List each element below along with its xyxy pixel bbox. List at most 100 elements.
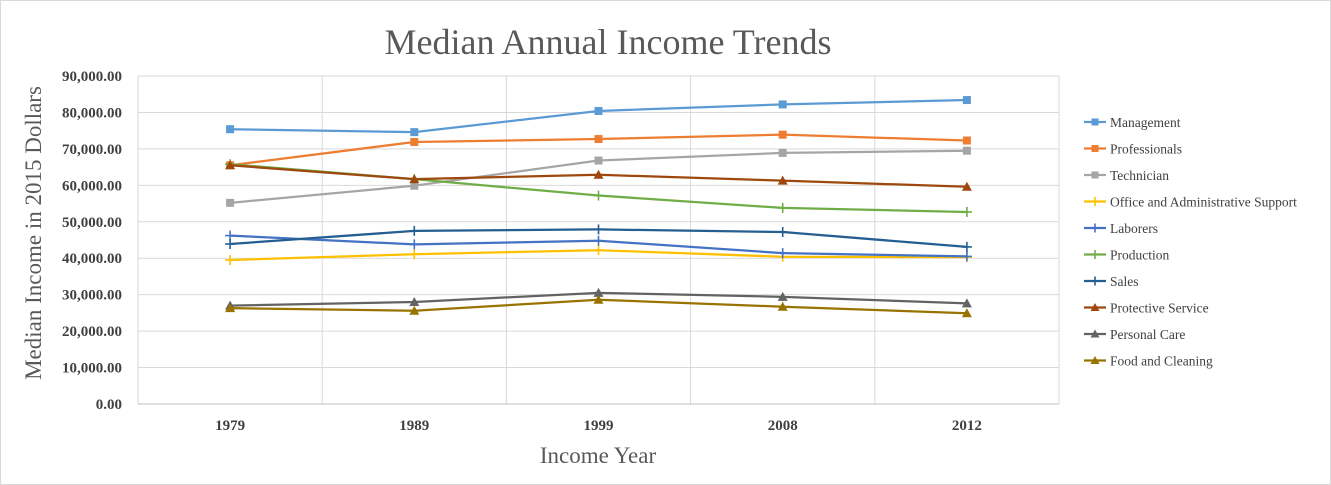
data-point-marker <box>225 230 236 241</box>
data-point-marker <box>777 202 788 213</box>
y-tick-label: 60,000.00 <box>62 178 122 194</box>
data-point-marker <box>778 100 787 109</box>
data-point-marker <box>1091 145 1099 152</box>
data-point-marker <box>961 241 972 252</box>
data-point-marker <box>409 225 420 236</box>
data-point-marker <box>409 239 420 250</box>
data-point-marker <box>1090 303 1100 311</box>
y-tick-label: 20,000.00 <box>62 324 122 340</box>
legend-label: Laborers <box>1110 221 1158 236</box>
legend-label: Management <box>1110 115 1181 130</box>
data-point-marker <box>1090 250 1100 259</box>
series-laborers <box>225 230 972 262</box>
legend-item: Professionals <box>1084 142 1182 157</box>
series-management <box>226 96 971 137</box>
data-point-marker <box>962 146 971 155</box>
x-tick-label: 1989 <box>399 418 429 434</box>
legend-label: Technician <box>1110 168 1169 183</box>
legend-item: Laborers <box>1084 221 1158 236</box>
legend: Management Professionals Technician Office … <box>1084 115 1297 369</box>
data-point-marker <box>777 301 788 311</box>
x-tick-label: 2012 <box>952 418 982 434</box>
y-tick-label: 0.00 <box>96 397 122 413</box>
y-tick-label: 40,000.00 <box>62 251 122 267</box>
data-point-marker <box>594 135 603 144</box>
legend-label: Food and Cleaning <box>1110 354 1213 369</box>
data-point-marker <box>225 160 236 170</box>
data-point-marker <box>409 249 420 260</box>
data-point-marker <box>593 190 604 201</box>
data-point-marker <box>1091 171 1099 179</box>
legend-item: Office and Administrative Support <box>1084 195 1297 210</box>
x-tick-label: 2008 <box>768 418 798 434</box>
data-point-marker <box>594 156 603 165</box>
data-point-marker <box>777 248 788 259</box>
data-point-marker <box>410 181 419 190</box>
data-point-marker <box>226 198 235 207</box>
axis-layer: 0.00 10,000.00 20,000.00 30,000.00 40,000.00… <box>62 69 1059 434</box>
data-point-marker <box>778 148 787 157</box>
y-tick-label: 10,000.00 <box>62 361 122 377</box>
data-point-marker <box>593 287 604 297</box>
data-point-marker <box>593 224 604 235</box>
y-tick-label: 30,000.00 <box>62 288 122 304</box>
series-sales <box>225 224 972 252</box>
legend-item: Personal Care <box>1084 327 1185 342</box>
data-point-marker <box>961 206 972 217</box>
legend-item: Food and Cleaning <box>1084 354 1213 369</box>
data-point-marker <box>1090 276 1100 286</box>
data-point-marker <box>1090 223 1100 233</box>
x-axis-title: Income Year <box>540 443 657 468</box>
series-technician <box>226 146 971 207</box>
data-point-marker <box>593 294 604 304</box>
y-axis-title: Median Income in 2015 Dollars <box>21 86 46 380</box>
data-point-marker <box>594 106 603 115</box>
y-tick-label: 80,000.00 <box>62 105 122 121</box>
data-point-marker <box>961 308 972 318</box>
series-production <box>225 159 972 217</box>
data-point-marker <box>409 305 420 315</box>
legend-label: Office and Administrative Support <box>1110 195 1297 210</box>
data-point-marker <box>1091 118 1099 126</box>
data-point-marker <box>409 296 420 306</box>
series-food-and-cleaning <box>225 294 972 318</box>
legend-label: Sales <box>1110 274 1139 289</box>
data-point-marker <box>225 303 236 313</box>
legend-item: Sales <box>1084 274 1139 289</box>
data-point-marker <box>1090 197 1100 206</box>
y-tick-label: 50,000.00 <box>62 215 122 231</box>
series-line <box>230 98 967 134</box>
data-point-marker <box>777 175 788 185</box>
x-tick-label: 1999 <box>584 418 614 434</box>
legend-item: Management <box>1084 115 1181 130</box>
chart-title: Median Annual Income Trends <box>385 22 832 62</box>
data-point-marker <box>777 291 788 301</box>
data-point-marker <box>410 128 419 137</box>
data-point-marker <box>593 235 604 246</box>
data-point-marker <box>410 137 419 146</box>
data-point-marker <box>961 251 972 262</box>
legend-item: Production <box>1084 248 1169 263</box>
data-point-marker <box>226 125 235 134</box>
legend-item: Protective Service <box>1084 301 1209 316</box>
data-point-marker <box>225 255 236 266</box>
legend-label: Protective Service <box>1110 301 1209 316</box>
data-point-marker <box>962 96 971 105</box>
x-tick-label: 1979 <box>215 418 245 434</box>
legend-label: Professionals <box>1110 142 1182 157</box>
data-point-marker <box>777 226 788 237</box>
data-point-marker <box>1090 356 1100 364</box>
data-point-marker <box>409 174 420 184</box>
legend-label: Personal Care <box>1110 327 1185 342</box>
data-point-marker <box>225 239 236 250</box>
y-tick-label: 90,000.00 <box>62 69 122 85</box>
data-point-marker <box>778 130 787 139</box>
series-layer <box>225 96 972 318</box>
legend-item: Technician <box>1084 168 1169 183</box>
y-tick-label: 70,000.00 <box>62 142 122 158</box>
legend-label: Production <box>1110 248 1169 263</box>
data-point-marker <box>961 181 972 191</box>
data-point-marker <box>593 245 604 256</box>
